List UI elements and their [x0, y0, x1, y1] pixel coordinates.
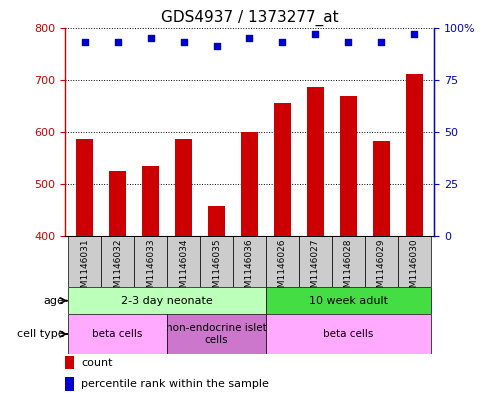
Bar: [109, 171, 126, 236]
Text: count: count: [81, 358, 113, 368]
Bar: [167, 236, 200, 287]
Point: [147, 35, 155, 41]
Bar: [274, 103, 291, 236]
Text: GSM1146027: GSM1146027: [311, 238, 320, 299]
Bar: [340, 96, 357, 236]
Bar: [68, 236, 101, 287]
Title: GDS4937 / 1373277_at: GDS4937 / 1373277_at: [161, 10, 338, 26]
Text: GSM1146034: GSM1146034: [179, 238, 188, 299]
Bar: [266, 236, 299, 287]
Text: GSM1146032: GSM1146032: [113, 238, 122, 299]
Bar: [241, 132, 258, 236]
Bar: [307, 87, 324, 236]
Bar: [208, 206, 225, 236]
Text: GSM1146026: GSM1146026: [278, 238, 287, 299]
Bar: [332, 236, 365, 287]
Point: [114, 39, 122, 45]
Bar: [134, 236, 167, 287]
Point: [410, 31, 418, 37]
Text: GSM1146035: GSM1146035: [212, 238, 221, 299]
Text: GSM1146036: GSM1146036: [245, 238, 254, 299]
Text: non-endocrine islet
cells: non-endocrine islet cells: [166, 323, 267, 345]
Bar: [68, 287, 266, 314]
Point: [344, 39, 352, 45]
Text: GSM1146033: GSM1146033: [146, 238, 155, 299]
Bar: [398, 236, 431, 287]
Text: percentile rank within the sample: percentile rank within the sample: [81, 379, 269, 389]
Bar: [266, 314, 431, 354]
Point: [278, 39, 286, 45]
Bar: [175, 140, 192, 236]
Bar: [167, 314, 266, 354]
Bar: [101, 236, 134, 287]
Bar: [76, 140, 93, 236]
Bar: [65, 356, 74, 369]
Text: GSM1146028: GSM1146028: [344, 238, 353, 299]
Bar: [65, 377, 74, 391]
Bar: [200, 236, 233, 287]
Point: [246, 35, 253, 41]
Bar: [68, 314, 167, 354]
Text: 10 week adult: 10 week adult: [309, 296, 388, 306]
Text: GSM1146029: GSM1146029: [377, 238, 386, 299]
Text: beta cells: beta cells: [92, 329, 143, 339]
Text: 2-3 day neonate: 2-3 day neonate: [121, 296, 213, 306]
Point: [377, 39, 385, 45]
Point: [81, 39, 89, 45]
Bar: [299, 236, 332, 287]
Bar: [142, 165, 159, 236]
Bar: [365, 236, 398, 287]
Bar: [373, 141, 390, 236]
Text: beta cells: beta cells: [323, 329, 374, 339]
Point: [311, 31, 319, 37]
Text: GSM1146030: GSM1146030: [410, 238, 419, 299]
Bar: [266, 287, 431, 314]
Bar: [406, 74, 423, 236]
Text: age: age: [43, 296, 64, 306]
Point: [180, 39, 188, 45]
Bar: [233, 236, 266, 287]
Point: [213, 43, 221, 50]
Text: GSM1146031: GSM1146031: [80, 238, 89, 299]
Text: cell type: cell type: [16, 329, 64, 339]
